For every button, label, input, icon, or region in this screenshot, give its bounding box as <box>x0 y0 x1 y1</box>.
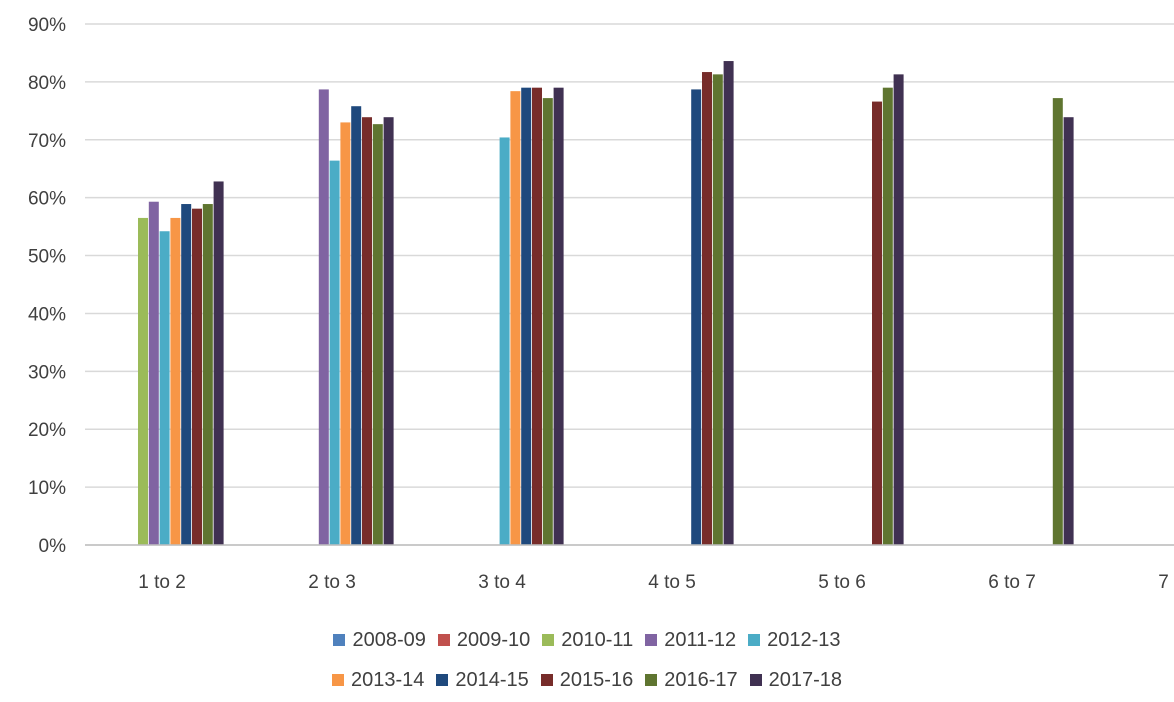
bar <box>170 217 181 545</box>
bar <box>521 87 532 545</box>
legend-label: 2013-14 <box>350 668 425 691</box>
y-tick-label: 60% <box>28 189 66 210</box>
legend-label: 2014-15 <box>455 668 529 691</box>
bar <box>553 87 564 545</box>
x-category-label: 2 to 3 <box>308 572 356 593</box>
bar <box>712 74 723 545</box>
legend-label: 2012-13 <box>767 628 841 651</box>
bar <box>138 217 148 545</box>
bar <box>723 61 734 545</box>
legend-item: 2008-09 <box>333 628 426 652</box>
x-axis-category-labels: 1 to 2 2 to 3 3 to 4 4 to 5 5 to 6 6 to 7 7 to… <box>138 572 1174 593</box>
y-tick-label: 40% <box>28 304 66 325</box>
legend-swatch <box>645 634 658 646</box>
legend-swatch <box>331 674 344 686</box>
bar <box>329 160 340 545</box>
bar <box>159 231 170 545</box>
legend-label: 2017-18 <box>768 668 843 691</box>
legend-swatch <box>542 634 555 646</box>
bar-chart: 0% 10% 20% 30% 40% 50% 60% 70% 80% 90% 1 to 2 2 to… <box>28 15 1174 593</box>
legend-item: 2011-12 <box>645 629 736 652</box>
x-category-label: 1 to 2 <box>138 572 186 593</box>
legend-swatch <box>540 674 553 686</box>
bar <box>893 74 904 545</box>
bar <box>872 101 882 546</box>
legend-row: 2008-09 2009-10 2010-11 2011-12 2012-13 <box>0 620 1174 660</box>
y-tick-label: 90% <box>28 15 66 36</box>
legend-swatch <box>748 634 761 646</box>
legend-label: 2008-09 <box>352 628 426 651</box>
bar <box>510 91 521 545</box>
legend-item: 2012-13 <box>748 628 841 652</box>
legend-label: 2011-12 <box>664 628 737 651</box>
bar <box>1052 98 1063 545</box>
y-axis-tick-labels: 0% 10% 20% 30% 40% 50% 60% 70% 80% 90% <box>28 15 66 557</box>
bar <box>148 201 159 546</box>
legend-swatch <box>645 674 658 686</box>
x-category-label: 6 to 7 <box>988 572 1036 593</box>
y-tick-label: 80% <box>28 73 66 94</box>
legend-item: 2009-10 <box>437 628 531 652</box>
bar <box>372 124 383 546</box>
bar <box>192 208 202 545</box>
bar <box>383 117 394 545</box>
bars <box>138 61 1074 546</box>
x-category-label: 4 to 5 <box>648 572 696 593</box>
legend-item: 2010-11 <box>542 629 633 652</box>
legend-label: 2015-16 <box>559 668 634 691</box>
x-category-label: 5 to 6 <box>818 572 866 593</box>
legend-item: 2014-15 <box>436 668 529 692</box>
y-tick-label: 50% <box>28 247 66 268</box>
legend-item: 2015-16 <box>540 668 634 692</box>
x-category-label: 7 to 8 <box>1158 572 1174 593</box>
y-tick-label: 30% <box>28 362 66 383</box>
bar <box>691 89 702 546</box>
y-tick-label: 10% <box>28 478 66 499</box>
bar <box>542 98 553 545</box>
bar <box>1063 117 1074 545</box>
legend-swatch <box>749 674 762 686</box>
bar <box>340 122 351 546</box>
legend-swatch <box>333 634 346 646</box>
bar <box>882 87 893 545</box>
y-tick-label: 70% <box>28 131 66 152</box>
y-tick-label: 0% <box>39 536 67 557</box>
legend: 2008-09 2009-10 2010-11 2011-12 2012-13 2013… <box>0 620 1174 700</box>
legend-swatch <box>437 634 450 646</box>
bar <box>318 89 329 546</box>
legend-swatch <box>436 674 449 686</box>
legend-item: 2017-18 <box>749 668 843 692</box>
legend-label: 2016-17 <box>664 668 738 691</box>
y-tick-label: 20% <box>28 420 66 441</box>
legend-label: 2010-11 <box>561 628 634 651</box>
bar <box>351 106 362 546</box>
legend-item: 2013-14 <box>331 668 425 692</box>
x-category-label: 3 to 4 <box>478 572 526 593</box>
bar <box>499 137 510 545</box>
legend-item: 2016-17 <box>645 668 738 692</box>
bar <box>202 204 213 546</box>
legend-label: 2009-10 <box>456 628 531 651</box>
bar <box>532 87 542 545</box>
gridlines <box>85 23 1174 546</box>
bar <box>362 117 372 545</box>
bar <box>213 181 224 546</box>
bar <box>702 72 712 545</box>
legend-row: 2013-14 2014-15 2015-16 2016-17 2017-18 <box>0 660 1174 700</box>
bar <box>181 204 192 546</box>
